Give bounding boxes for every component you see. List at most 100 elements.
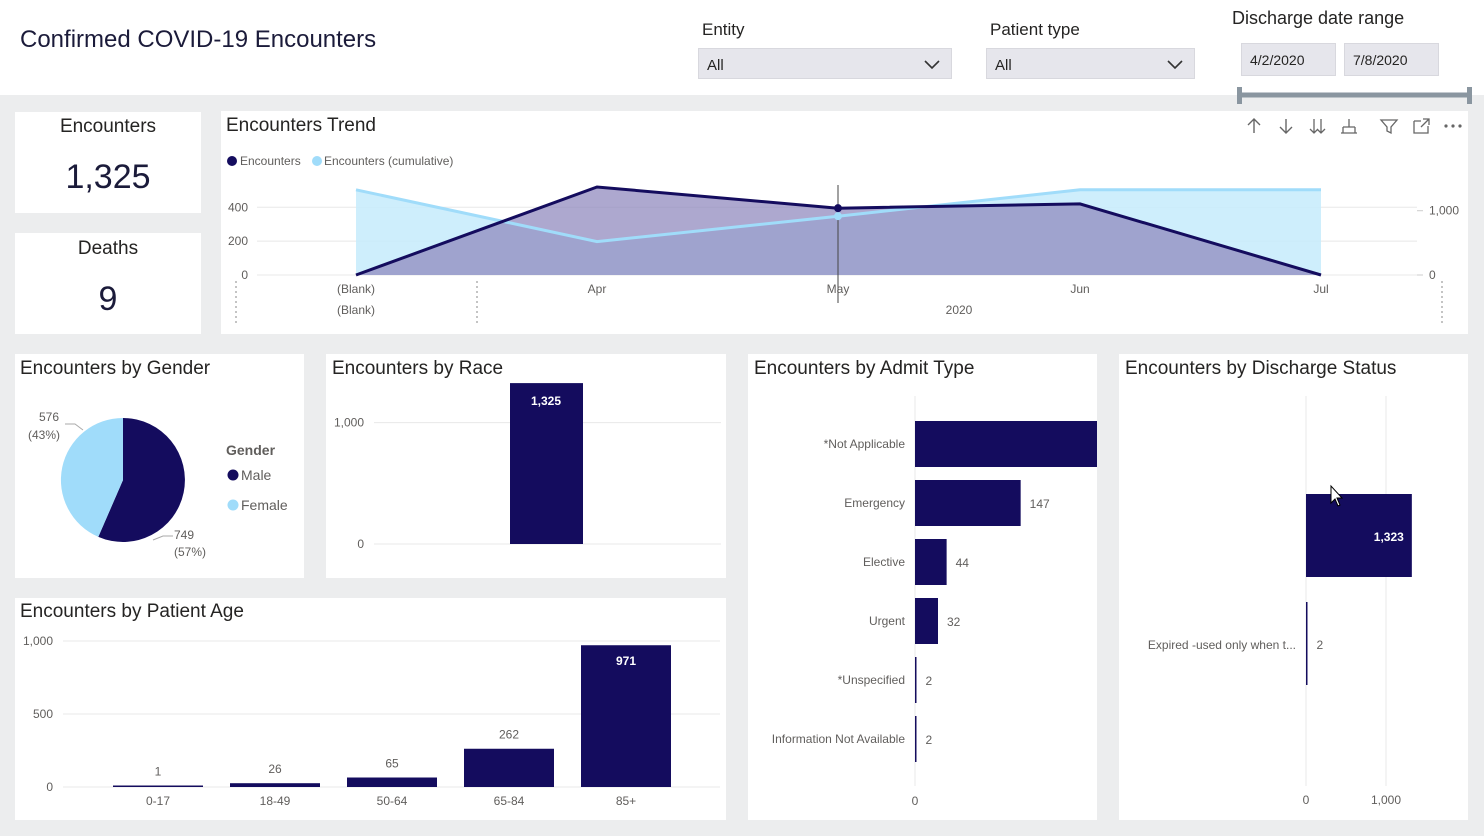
trend-legend: Encounters Encounters (cumulative) xyxy=(227,154,453,168)
double-arrow-down-icon[interactable] xyxy=(1309,119,1326,134)
discharge-range-label: Discharge date range xyxy=(1232,8,1405,28)
x-tick-label: Jul xyxy=(1313,282,1328,296)
bar-data-label: 1,325 xyxy=(531,394,561,408)
age-bar[interactable] xyxy=(113,785,203,788)
race-visual[interactable]: Encounters by Race 0 1,000 1,325 xyxy=(326,354,726,578)
legend-male-marker xyxy=(227,469,239,481)
x-tick-label: 0 xyxy=(1303,793,1310,807)
admit-type-bar[interactable] xyxy=(915,539,947,585)
age-visual[interactable]: Encounters by Patient Age 0 500 1,000 1 0-17… xyxy=(15,598,726,820)
y-category-label: Expired -used only when t... xyxy=(1148,638,1296,652)
bar-data-label: 1 xyxy=(155,765,162,779)
pie-slice-male[interactable] xyxy=(98,418,185,542)
age-bar[interactable] xyxy=(581,645,671,787)
race-bar-chart[interactable]: 0 1,000 1,325 xyxy=(326,354,726,578)
bar-data-label: 147 xyxy=(1030,497,1050,511)
arrow-up-icon[interactable] xyxy=(1247,118,1261,133)
legend-cumulative-marker xyxy=(312,156,322,166)
expand-hierarchy-icon[interactable] xyxy=(1341,119,1357,134)
header-bar xyxy=(0,0,1484,95)
y-tick-label: 200 xyxy=(228,234,248,248)
pie-slice-female[interactable] xyxy=(60,417,123,537)
bar-data-label: 32 xyxy=(947,615,961,629)
gender-title: Encounters by Gender xyxy=(20,358,211,379)
patient-type-dropdown[interactable]: All xyxy=(986,48,1195,79)
chevron-down-icon xyxy=(924,60,940,70)
y-tick-label: 400 xyxy=(228,200,248,214)
discharge-status-bar[interactable] xyxy=(1306,602,1308,685)
trend-blank-group-label: (Blank) xyxy=(337,303,375,317)
slider-end-handle[interactable] xyxy=(1467,87,1472,104)
age-bar[interactable] xyxy=(230,783,320,787)
y-tick-label: 1,000 xyxy=(23,634,53,648)
bar-data-label: 26 xyxy=(268,762,282,776)
focus-mode-icon[interactable] xyxy=(1413,118,1430,134)
x-tick-label: 0-17 xyxy=(146,794,170,808)
female-slice-value: 576 xyxy=(39,410,59,424)
x-tick-label: 1,000 xyxy=(1371,793,1401,807)
y-tick-label: 1,000 xyxy=(334,416,364,430)
patient-type-dropdown-value: All xyxy=(995,57,1012,74)
trend-year-label: 2020 xyxy=(946,303,973,317)
date-range-slider[interactable] xyxy=(1234,84,1478,106)
end-date-input[interactable]: 7/8/2020 xyxy=(1344,43,1439,76)
discharge-status-bar-chart[interactable]: 0 1,000 1,323 Expired -used only when t... 2 xyxy=(1119,354,1468,820)
admit-type-bar[interactable] xyxy=(915,716,917,762)
male-leader-line xyxy=(152,535,173,541)
x-tick-label: May xyxy=(827,282,850,296)
encounters-trend-title: Encounters Trend xyxy=(226,115,376,136)
y-tick-label: 0 xyxy=(241,268,248,282)
bar-data-label: 2 xyxy=(926,674,933,688)
x-tick-label: 50-64 xyxy=(377,794,408,808)
entity-dropdown[interactable]: All xyxy=(698,48,952,79)
race-bar[interactable] xyxy=(510,383,583,544)
admit-type-bar[interactable] xyxy=(915,657,917,703)
y-category-label: Elective xyxy=(863,555,905,569)
y-category-label: *Not Applicable xyxy=(824,437,906,451)
age-bar[interactable] xyxy=(347,777,437,787)
y-right-tick-label: 1,000 xyxy=(1429,204,1459,218)
y-tick-label: 500 xyxy=(33,707,53,721)
admit-type-title: Encounters by Admit Type xyxy=(754,358,975,379)
female-slice-percent: (43%) xyxy=(28,428,60,442)
age-bar-chart[interactable]: 0 500 1,000 1 0-17 26 18-49 65 50-64 262 65-84 971 8… xyxy=(15,598,726,820)
gender-visual[interactable]: Encounters by Gender 576 (43%) 749 (57%)… xyxy=(15,354,304,578)
race-title: Encounters by Race xyxy=(332,358,504,379)
admit-type-bar[interactable] xyxy=(915,598,938,644)
bar-data-label: 2 xyxy=(926,733,933,747)
encounters-trend-chart[interactable]: Encounters Encounters (cumulative) 0 200 4… xyxy=(221,111,1468,334)
slider-start-handle[interactable] xyxy=(1237,87,1242,104)
x-tick-label: 65-84 xyxy=(494,794,525,808)
gender-pie-chart[interactable]: 576 (43%) 749 (57%) Gender Male Female xyxy=(15,354,304,578)
admit-type-bar[interactable] xyxy=(915,421,1097,467)
deaths-kpi-value: 9 xyxy=(98,280,118,318)
more-options-icon[interactable] xyxy=(1444,124,1462,128)
start-date-input[interactable]: 4/2/2020 xyxy=(1241,43,1336,76)
bar-data-label: 2 xyxy=(1317,638,1324,652)
encounters-point[interactable] xyxy=(834,204,842,213)
legend-cumulative-label: Encounters (cumulative) xyxy=(324,154,453,168)
discharge-status-bar[interactable] xyxy=(1306,494,1412,577)
filter-icon[interactable] xyxy=(1379,119,1399,135)
y-right-tick-label: 0 xyxy=(1429,268,1436,282)
gender-legend-title: Gender xyxy=(226,442,276,458)
x-tick-label: 0 xyxy=(912,794,919,808)
visual-header-toolbar[interactable] xyxy=(1247,118,1462,135)
discharge-status-title: Encounters by Discharge Status xyxy=(1125,358,1397,379)
bar-data-label: 971 xyxy=(616,654,636,668)
encounters-trend-visual[interactable]: Encounters Trend Encounters Encounters (… xyxy=(221,111,1468,334)
age-bar[interactable] xyxy=(464,748,554,787)
y-category-label: Urgent xyxy=(869,614,906,628)
x-tick-label: Apr xyxy=(588,282,607,296)
legend-female-marker xyxy=(227,499,239,511)
entity-slicer-label: Entity xyxy=(702,20,745,39)
encounters-kpi-card: Encounters 1,325 xyxy=(15,112,201,213)
bar-data-label: 65 xyxy=(385,757,399,771)
discharge-status-visual[interactable]: Encounters by Discharge Status 0 1,000 1,3… xyxy=(1119,354,1468,820)
deaths-kpi-label: Deaths xyxy=(77,238,139,259)
admit-type-bar[interactable] xyxy=(915,480,1021,526)
arrow-down-icon[interactable] xyxy=(1279,119,1293,134)
cumulative-point[interactable] xyxy=(834,212,842,221)
